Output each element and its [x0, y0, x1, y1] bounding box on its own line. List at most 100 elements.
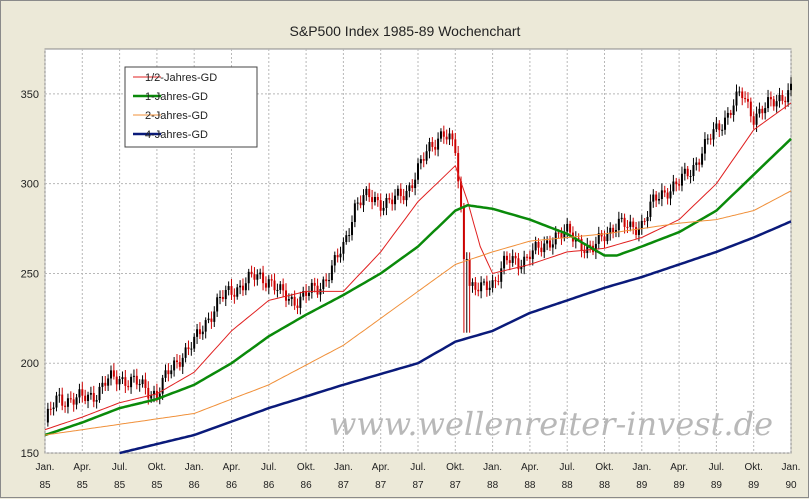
price-bar-body — [746, 98, 749, 102]
price-bar-body — [531, 250, 534, 260]
price-bar-body — [173, 360, 176, 371]
price-bar-body — [715, 123, 718, 130]
price-bar-body — [216, 297, 219, 312]
price-bar-body — [712, 129, 715, 140]
price-bar-body — [150, 395, 153, 399]
price-bar-body — [457, 153, 460, 182]
price-bar-body — [250, 271, 253, 275]
price-bar-body — [351, 222, 354, 236]
x-tick-year: 85 — [114, 480, 126, 491]
price-bar-body — [548, 240, 551, 248]
price-bar-body — [368, 188, 371, 198]
price-bar-body — [161, 377, 164, 394]
price-bar-body — [646, 216, 649, 222]
price-bar-body — [563, 231, 566, 239]
price-bar-body — [442, 131, 445, 137]
price-bar-body — [594, 243, 597, 253]
price-bar-body — [577, 238, 580, 240]
price-bar-body — [609, 227, 612, 234]
price-bar-body — [709, 138, 712, 140]
x-tick-month: Apr. — [73, 462, 91, 473]
x-tick-year: 86 — [263, 480, 275, 491]
price-bar-body — [523, 256, 526, 267]
price-bar-body — [365, 188, 368, 196]
price-bar-body — [75, 397, 78, 405]
price-bar-body — [617, 218, 620, 231]
price-bar-body — [658, 199, 661, 201]
price-bar-body — [115, 376, 118, 385]
price-bar-body — [399, 188, 402, 197]
price-bar-body — [683, 168, 686, 174]
price-bar-body — [104, 382, 107, 386]
price-bar-body — [462, 207, 465, 260]
price-bar-body — [345, 235, 348, 243]
price-bar-body — [359, 202, 362, 206]
x-tick-year: 87 — [375, 480, 387, 491]
price-bar-body — [236, 287, 239, 297]
price-bar-body — [689, 176, 692, 178]
x-tick-year: 89 — [748, 480, 760, 491]
price-bar-body — [227, 286, 230, 290]
price-bar-body — [155, 390, 158, 398]
price-bar-body — [778, 94, 781, 102]
price-bar-body — [310, 282, 313, 293]
price-bar-body — [428, 141, 431, 152]
price-bar-body — [505, 255, 508, 261]
price-bar-body — [703, 139, 706, 154]
x-tick-month: Okt. — [148, 462, 166, 473]
price-bar-body — [580, 238, 583, 251]
price-bar-body — [336, 255, 339, 258]
price-bar-body — [379, 200, 382, 211]
price-bar-body — [339, 253, 342, 258]
price-bar-body — [87, 394, 90, 402]
price-bar-body — [726, 112, 729, 118]
price-bar-body — [147, 387, 150, 399]
price-bar-body — [224, 289, 227, 300]
price-bar-body — [758, 108, 761, 114]
price-bar-body — [253, 274, 256, 280]
x-tick-year: 85 — [39, 480, 51, 491]
price-bar-body — [118, 379, 121, 385]
x-tick-year: 88 — [487, 480, 499, 491]
price-bar-body — [718, 123, 721, 131]
x-tick-month: Okt. — [595, 462, 613, 473]
x-tick-month: Jan. — [36, 462, 55, 473]
price-bar-body — [348, 235, 351, 237]
x-tick-year: 88 — [524, 480, 536, 491]
price-bar-body — [543, 243, 546, 253]
price-bar-body — [46, 408, 49, 423]
price-bar-body — [772, 99, 775, 107]
x-tick-month: Jan. — [334, 462, 353, 473]
price-bar-body — [528, 256, 531, 260]
price-bar-body — [744, 98, 747, 100]
price-bar-body — [439, 131, 442, 139]
price-bar-body — [425, 151, 428, 161]
price-bar-body — [316, 285, 319, 295]
price-bar-body — [402, 196, 405, 201]
price-bar-body — [655, 194, 658, 201]
price-bar-body — [477, 289, 480, 292]
x-tick-year: 86 — [189, 480, 201, 491]
price-bar-body — [66, 398, 69, 407]
price-bar-body — [663, 190, 666, 193]
price-bar-body — [198, 329, 201, 335]
price-bar-body — [92, 392, 95, 402]
price-bar-body — [775, 101, 778, 107]
price-bar-body — [606, 233, 609, 242]
legend-label-2: 1-Jahres-GD — [145, 91, 208, 103]
price-bar-body — [514, 256, 517, 259]
price-bar-body — [299, 296, 302, 308]
price-bar-body — [649, 201, 652, 217]
price-bar-body — [686, 168, 689, 177]
x-tick-year: 89 — [711, 480, 723, 491]
price-bar-body — [178, 362, 181, 367]
price-bar-body — [666, 192, 669, 199]
price-bar-body — [408, 185, 411, 191]
price-bar-body — [629, 221, 632, 227]
price-bar-body — [124, 377, 127, 386]
price-bar-body — [207, 318, 210, 321]
price-bar-body — [184, 347, 187, 358]
price-bar-body — [569, 223, 572, 233]
price-bar-body — [127, 385, 130, 388]
